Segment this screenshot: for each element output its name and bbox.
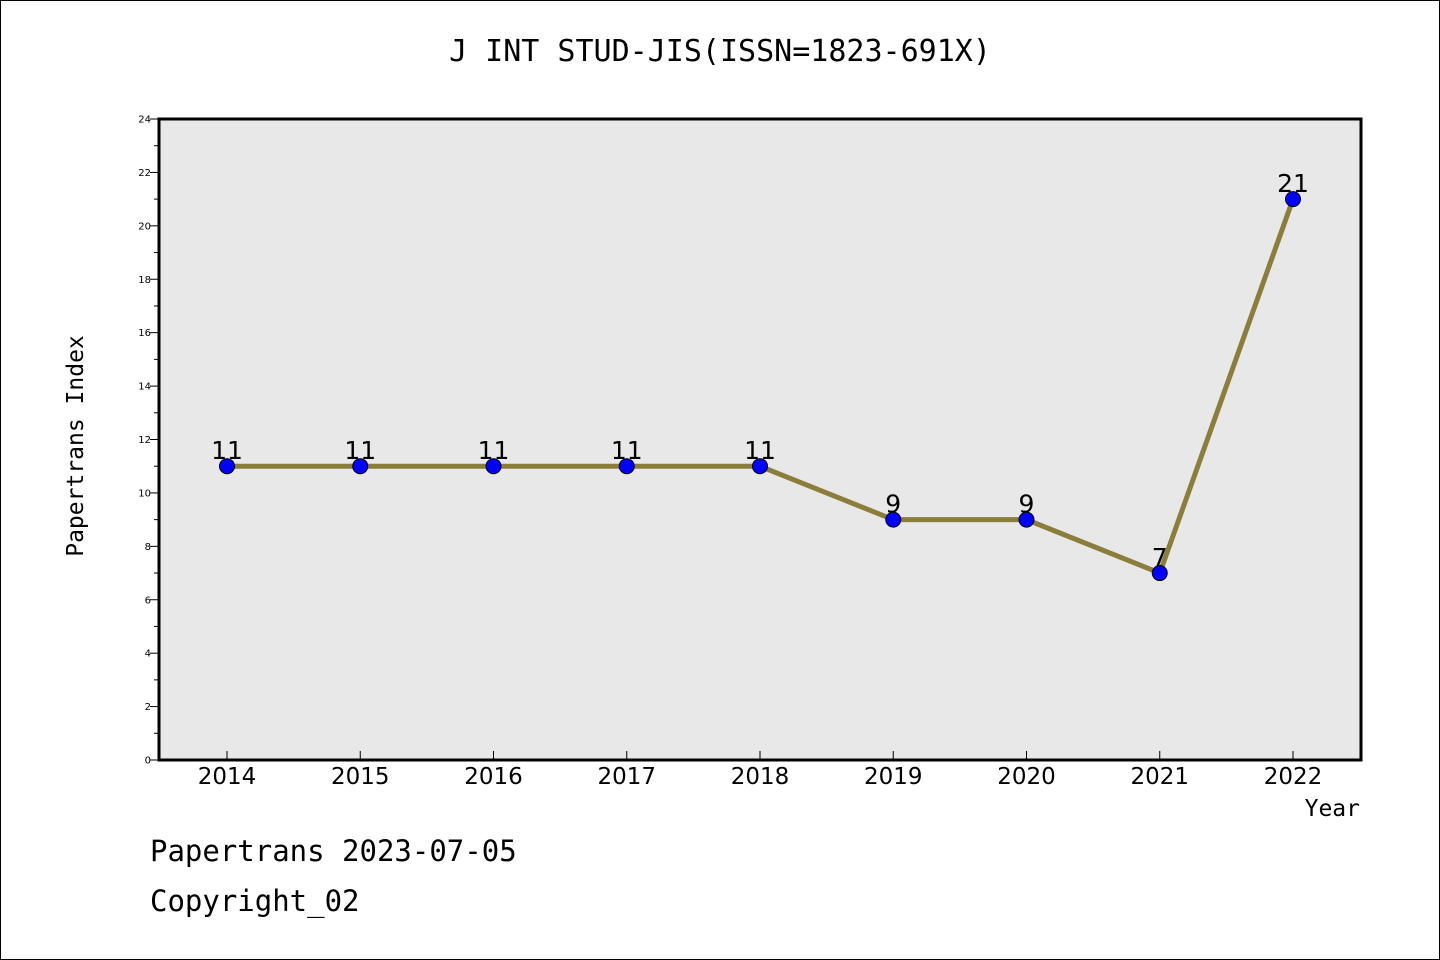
data-label: 11 bbox=[344, 436, 376, 465]
data-point bbox=[885, 511, 902, 528]
y-tick-label: 20 bbox=[138, 221, 151, 232]
y-tick-label: 2 bbox=[145, 702, 151, 713]
data-point bbox=[1285, 191, 1301, 208]
y-tick-label: 8 bbox=[145, 542, 151, 553]
data-point bbox=[1018, 511, 1035, 528]
plot-area bbox=[157, 117, 1363, 762]
y-tick-label: 12 bbox=[138, 435, 151, 446]
data-point bbox=[219, 458, 235, 475]
data-label: 7 bbox=[1152, 543, 1168, 572]
x-tick-label: 2015 bbox=[331, 764, 390, 790]
y-tick-label: 14 bbox=[138, 382, 151, 393]
x-tick-label: 2016 bbox=[464, 764, 523, 790]
x-axis-label: Year bbox=[1304, 796, 1360, 822]
data-label: 21 bbox=[1277, 169, 1309, 198]
x-tick-label: 2020 bbox=[997, 764, 1056, 790]
data-label: 11 bbox=[211, 436, 243, 465]
x-tick-label: 2014 bbox=[198, 764, 257, 790]
y-tick-label: 18 bbox=[138, 275, 151, 286]
data-point bbox=[352, 458, 369, 475]
data-point bbox=[618, 458, 635, 475]
data-point bbox=[1151, 565, 1168, 582]
x-tick-label: 2018 bbox=[731, 764, 790, 790]
x-tick-label: 2017 bbox=[597, 764, 656, 790]
y-tick-label: 24 bbox=[138, 115, 151, 126]
y-tick-label: 4 bbox=[145, 649, 151, 660]
data-label: 9 bbox=[1019, 490, 1035, 519]
x-tick-label: 2021 bbox=[1130, 764, 1189, 790]
data-label: 11 bbox=[478, 436, 510, 465]
data-label: 11 bbox=[611, 436, 643, 465]
y-tick-label: 22 bbox=[138, 168, 151, 179]
chart-title: J INT STUD-JIS(ISSN=1823-691X) bbox=[449, 34, 991, 69]
y-tick-label: 10 bbox=[138, 488, 151, 499]
x-tick-label: 2022 bbox=[1264, 764, 1323, 790]
y-tick-label: 16 bbox=[138, 328, 151, 339]
footer-date: Papertrans 2023-07-05 bbox=[150, 834, 517, 868]
footer-copyright: Copyright_02 bbox=[150, 884, 360, 918]
y-tick-label: 0 bbox=[145, 756, 151, 767]
y-tick-label: 6 bbox=[145, 595, 151, 606]
data-label: 9 bbox=[885, 490, 901, 519]
data-label: 11 bbox=[744, 436, 776, 465]
x-tick-label: 2019 bbox=[864, 764, 923, 790]
data-point bbox=[752, 458, 768, 475]
data-point bbox=[485, 458, 502, 475]
